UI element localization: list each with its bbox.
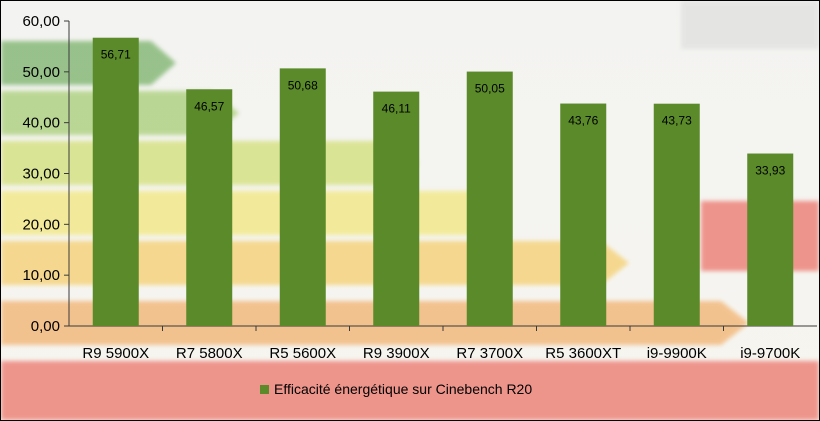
data-label: 33,93 (755, 164, 785, 178)
x-tick-label: R5 5600X (269, 345, 336, 362)
y-tick-label: 40,00 (22, 115, 60, 132)
data-label: 46,11 (382, 102, 411, 116)
y-tick-label: 10,00 (22, 267, 60, 284)
bar (373, 91, 420, 326)
legend-swatch (260, 385, 269, 394)
data-label: 46,57 (194, 99, 224, 113)
data-label: 50,68 (288, 78, 318, 92)
y-tick-label: 0,00 (31, 318, 60, 335)
bars-layer (92, 37, 794, 327)
bar (279, 68, 326, 327)
y-tick-label: 50,00 (22, 64, 60, 81)
x-tick-label: R9 5900X (82, 345, 149, 362)
legend-label: Efficacité énergétique sur Cinebench R20 (274, 381, 532, 397)
legend: Efficacité énergétique sur Cinebench R20 (260, 381, 532, 397)
labels-layer: 56,71 R9 5900X 46,57 R7 5800X 50,68 R5 5600X 4… (82, 48, 800, 362)
x-tick-label: i9-9700K (740, 345, 800, 362)
bar (653, 103, 700, 326)
data-label: 50,05 (475, 82, 505, 96)
bar (747, 153, 794, 326)
x-tick-label: R5 3600XT (545, 345, 621, 362)
y-tick-label: 30,00 (22, 166, 60, 183)
data-label: 43,73 (662, 114, 692, 128)
x-tick-label: R9 3900X (363, 345, 430, 362)
x-tick-label: R7 5800X (176, 345, 243, 362)
data-label: 56,71 (101, 48, 131, 62)
y-tick-label: 60,00 (22, 13, 60, 30)
axis-layer: 0,00 10,00 20,00 30,00 40,00 50,00 60,00 (22, 13, 817, 335)
energy-band-g (1, 361, 819, 420)
bar (560, 103, 607, 326)
bar (92, 37, 139, 326)
y-tick-label: 20,00 (22, 216, 60, 233)
energy-header-panel (681, 1, 819, 49)
bar (186, 89, 233, 326)
bar (466, 71, 513, 327)
data-label: 43,76 (568, 114, 598, 128)
x-tick-label: R7 3700X (456, 345, 523, 362)
x-tick-label: i9-9900K (647, 345, 707, 362)
